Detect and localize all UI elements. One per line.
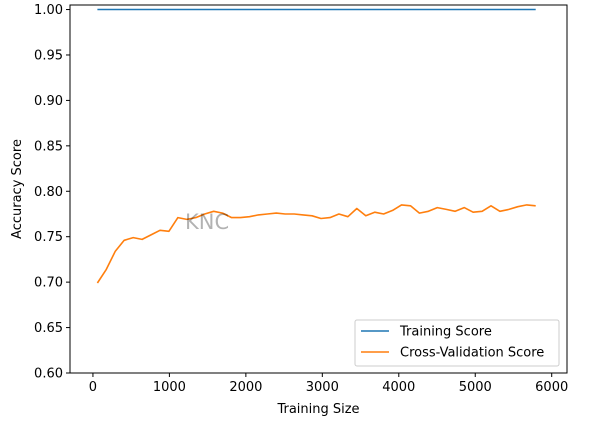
x-tick-label: 5000: [459, 380, 492, 395]
legend-label-cross-validation: Cross-Validation Score: [400, 346, 544, 361]
x-axis-label: Training Size: [276, 402, 359, 417]
y-tick-label: 0.80: [34, 185, 63, 200]
y-axis: 0.60 0.65 0.70 0.75 0.80 0.85 0.90 0.95 1.00: [34, 3, 70, 382]
x-tick-label: 4000: [382, 380, 415, 395]
plot-lines: [96, 8, 536, 284]
legend-box: [354, 319, 560, 367]
y-tick-label: 0.90: [34, 94, 63, 109]
model-annotation: KNC: [185, 210, 229, 234]
y-axis-label: Accuracy Score: [10, 139, 25, 239]
series-line-cross-validation: [96, 204, 536, 284]
legend-label-training: Training Score: [399, 325, 492, 340]
x-tick-label: 2000: [229, 380, 262, 395]
y-tick-label: 0.65: [34, 321, 63, 336]
legend: Training Score Cross-Validation Score: [354, 319, 560, 367]
y-tick-label: 0.70: [34, 276, 63, 291]
x-tick-label: 1000: [153, 380, 186, 395]
x-tick-label: 6000: [535, 380, 568, 395]
y-tick-label: 0.95: [34, 48, 63, 63]
y-tick-label: 0.60: [34, 367, 63, 382]
y-tick-label: 0.75: [34, 230, 63, 245]
plot-frame: [69, 4, 568, 374]
x-axis: 0 1000 2000 3000 4000 5000 6000: [89, 373, 568, 395]
y-tick-label: 1.00: [34, 3, 63, 18]
x-tick-label: 3000: [306, 380, 339, 395]
y-tick-label: 0.85: [34, 139, 63, 154]
x-tick-label: 0: [89, 380, 97, 395]
